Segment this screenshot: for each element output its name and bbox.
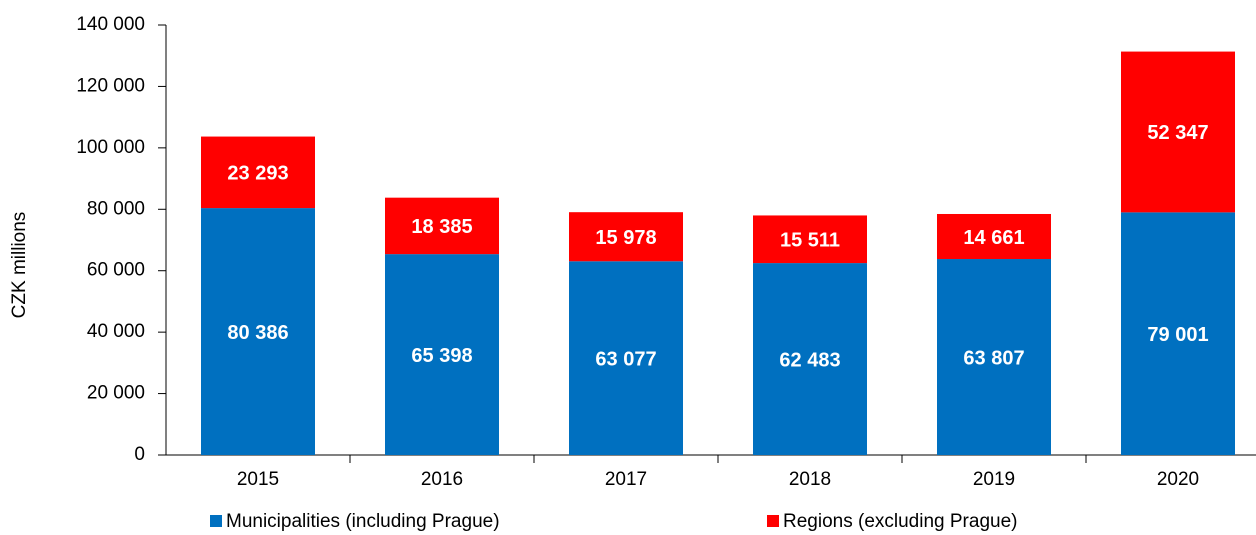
y-axis-label: CZK millions	[9, 212, 30, 319]
y-tick-label: 80 000	[87, 198, 145, 219]
value-label: 23 293	[227, 163, 288, 185]
value-label: 14 661	[963, 227, 1024, 249]
y-tick-label: 40 000	[87, 321, 145, 342]
legend-swatch	[767, 515, 779, 527]
value-label: 79 001	[1147, 324, 1208, 346]
y-tick-label: 20 000	[87, 383, 145, 404]
y-tick-label: 60 000	[87, 260, 145, 281]
bar-segment	[753, 263, 867, 455]
x-tick-label: 2015	[237, 469, 279, 490]
x-tick-label: 2018	[789, 469, 831, 490]
value-label: 63 077	[595, 348, 656, 370]
x-tick-label: 2020	[1157, 469, 1199, 490]
x-tick-label: 2016	[421, 469, 463, 490]
bar-segment	[569, 261, 683, 455]
bar-segment	[753, 215, 867, 264]
bar-segment	[1121, 51, 1235, 213]
y-tick-label: 0	[134, 444, 145, 465]
value-label: 15 511	[780, 230, 840, 252]
value-label: 65 398	[411, 345, 472, 367]
value-label: 62 483	[779, 349, 840, 371]
value-label: 15 978	[595, 227, 656, 249]
legend-label: Municipalities (including Prague)	[226, 511, 500, 532]
bar-segment	[385, 197, 499, 255]
bar-segment	[937, 259, 1051, 455]
value-label: 63 807	[963, 347, 1024, 369]
value-label: 80 386	[227, 322, 288, 344]
legend-swatch	[210, 515, 222, 527]
value-label: 52 347	[1147, 122, 1208, 144]
y-tick-label: 100 000	[76, 137, 145, 158]
y-tick-label: 120 000	[76, 75, 145, 96]
bar-segment	[937, 213, 1051, 260]
x-tick-label: 2017	[605, 469, 647, 490]
bar-segment	[201, 136, 315, 209]
bar-segment	[569, 212, 683, 262]
value-label: 18 385	[411, 216, 472, 238]
x-tick-label: 2019	[973, 469, 1015, 490]
bar-segment	[1121, 212, 1235, 455]
legend-label: Regions (excluding Prague)	[783, 511, 1017, 532]
y-tick-label: 140 000	[76, 14, 145, 35]
bar-segment	[201, 208, 315, 455]
bar-segment	[385, 254, 499, 455]
